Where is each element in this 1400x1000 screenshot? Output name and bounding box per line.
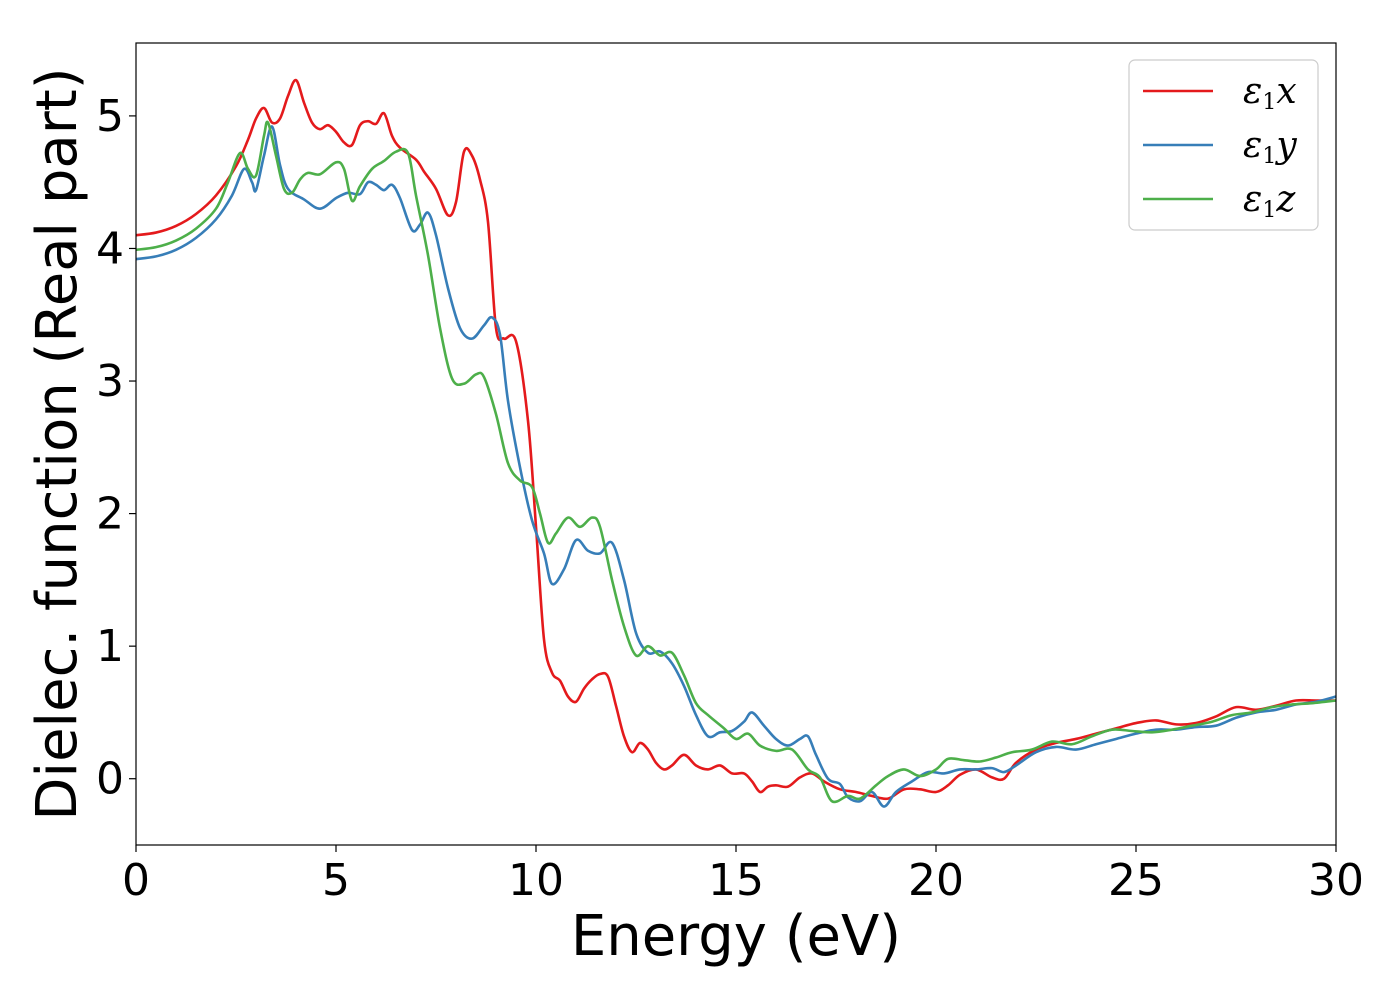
series-line-x: [135, 78, 1336, 801]
x-tick-label: 0: [122, 855, 150, 906]
series-line-y: [135, 125, 1337, 808]
x-tick-label: 25: [1108, 855, 1164, 906]
y-tick-label: 3: [96, 356, 124, 407]
series-line-z: [135, 120, 1337, 804]
x-axis-title: Energy (eV): [571, 904, 901, 969]
x-tick-label: 10: [508, 855, 564, 906]
plot-lines: [135, 78, 1337, 808]
y-tick-label: 2: [96, 489, 124, 540]
x-tick-label: 20: [908, 855, 964, 906]
x-tick-label: 30: [1308, 855, 1364, 906]
legend-label-z: ε1z: [1243, 179, 1296, 223]
x-axis-ticks: 0 5 10 15 20 25 30: [122, 845, 1364, 906]
y-tick-label: 4: [96, 223, 124, 274]
y-axis-title: Dielec. function (Real part): [25, 67, 90, 820]
legend-label-x: ε1x: [1243, 71, 1297, 115]
y-tick-label: 0: [96, 754, 124, 805]
y-tick-label: 1: [96, 621, 124, 672]
legend-label-y: ε1y: [1243, 125, 1297, 169]
y-tick-label: 5: [96, 91, 124, 142]
legend: ε1x ε1y ε1z: [1128, 59, 1319, 231]
x-tick-label: 5: [322, 855, 350, 906]
legend-box: [1128, 59, 1319, 231]
y-axis-ticks: 0 1 2 3 4 5: [96, 91, 136, 805]
x-tick-label: 15: [708, 855, 764, 906]
